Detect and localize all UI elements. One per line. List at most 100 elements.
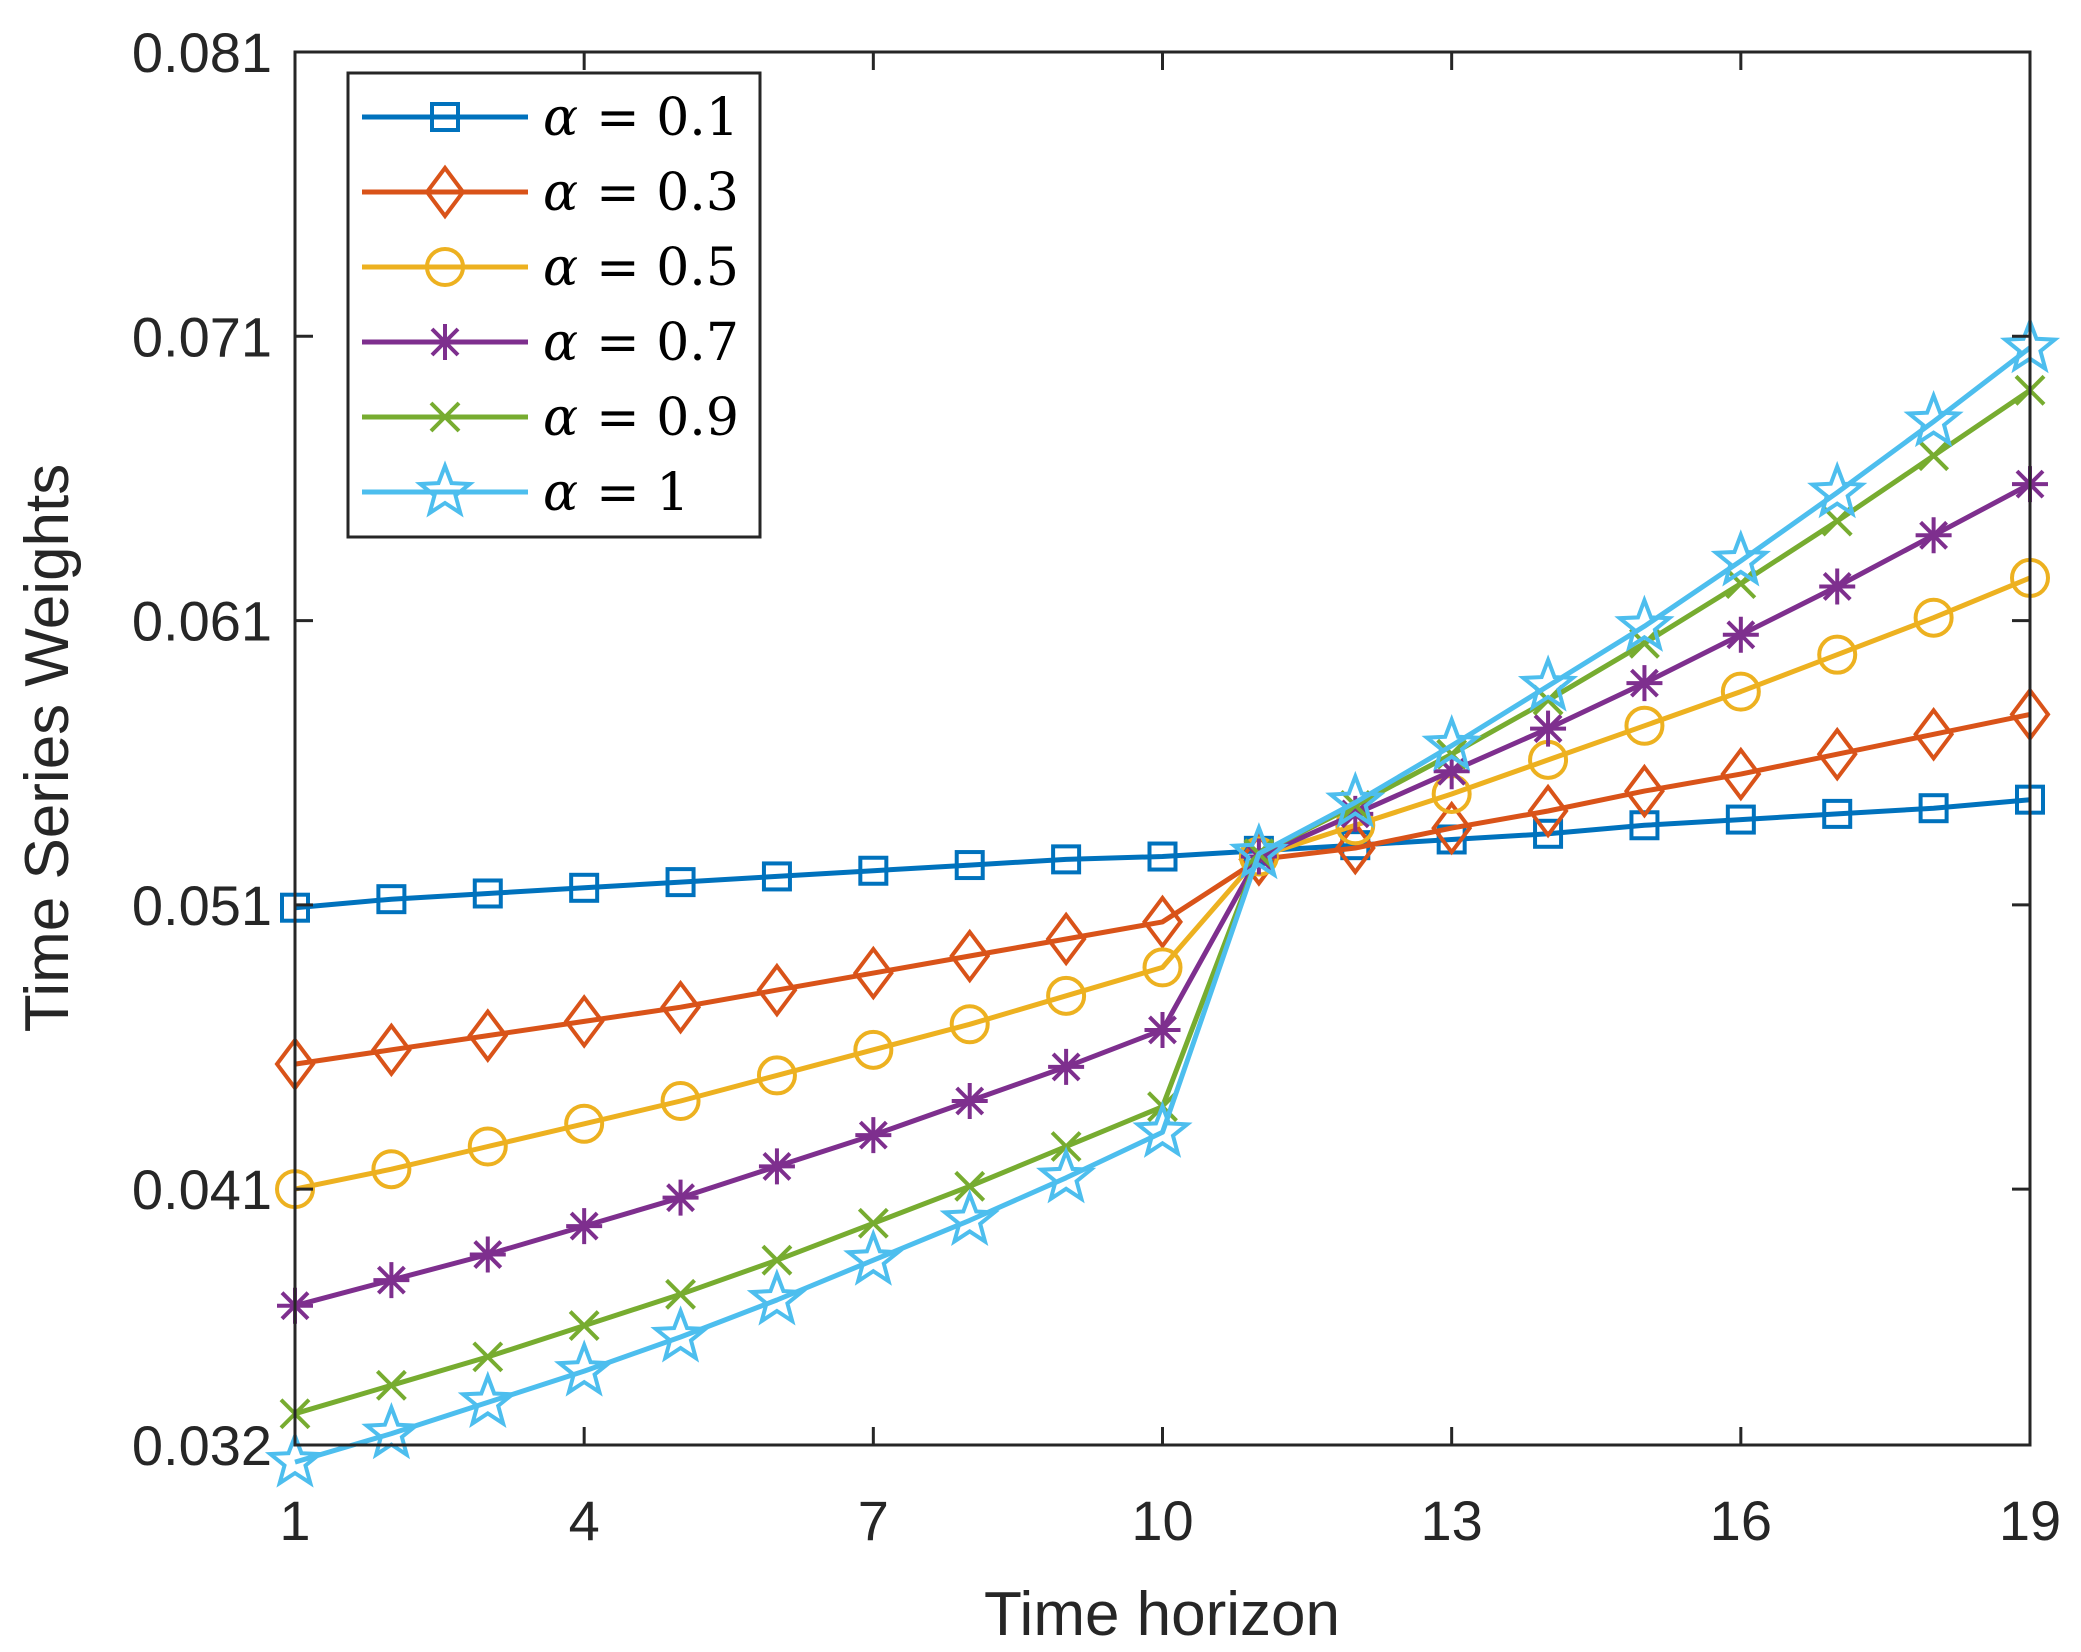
legend-entry: α = 0.3 [362, 163, 739, 223]
legend-value: = 0.3 [596, 163, 739, 223]
y-tick-label: 0.061 [132, 590, 272, 653]
data-point-marker [1142, 894, 1183, 950]
y-tick-label: 0.071 [132, 305, 272, 368]
data-point-marker [1048, 1048, 1085, 1085]
data-point-marker [852, 945, 894, 1001]
data-point-marker [554, 1339, 615, 1397]
series-line [294, 797, 2031, 911]
legend-symbol: α [543, 463, 578, 523]
data-point-marker [1903, 389, 1964, 448]
data-point-marker [853, 1029, 894, 1070]
data-point-marker [857, 1207, 889, 1239]
x-tick-label: 16 [1710, 1489, 1772, 1552]
x-axis: 1 4 7 10 13 16 19 [279, 52, 2061, 1552]
data-point-marker [1720, 746, 1762, 802]
data-point-marker [1725, 804, 1756, 835]
legend-symbol: α [543, 163, 578, 223]
legend-marker [429, 401, 461, 433]
data-point-marker [1142, 947, 1183, 988]
x-axis-title: Time horizon [984, 1580, 1340, 1649]
legend-label: α = 0.9 [543, 388, 739, 448]
data-point-marker [1807, 460, 1868, 519]
x-tick-label: 10 [1131, 1489, 1193, 1552]
x-tick-label: 1 [279, 1489, 310, 1552]
data-point-marker [1533, 818, 1564, 849]
data-point-marker [1913, 597, 1954, 638]
data-point-marker [1517, 654, 1579, 712]
data-point-marker [756, 962, 798, 1018]
data-point-marker [569, 872, 600, 903]
legend-entry: α = 0.1 [362, 88, 739, 148]
data-point-marker [376, 884, 407, 915]
y-tick-label: 0.032 [132, 1414, 272, 1477]
legend-symbol: α [543, 313, 578, 373]
data-point-marker [1614, 594, 1675, 652]
legend-symbol: α [543, 88, 578, 148]
series-layer [264, 316, 2061, 1488]
data-point-marker [843, 1228, 904, 1286]
y-tick-label: 0.041 [132, 1158, 272, 1221]
data-point-marker [1918, 440, 1950, 472]
series-line [294, 575, 2031, 1192]
series-2 [274, 687, 2051, 1092]
legend-marker [424, 164, 466, 220]
legend-marker [430, 102, 460, 132]
legend-marker [427, 324, 463, 360]
x-tick-label: 13 [1421, 1489, 1483, 1552]
data-point-marker [469, 1236, 506, 1273]
legend-label: α = 1 [543, 463, 689, 523]
data-point-marker [1819, 568, 1856, 605]
legend-marker [425, 247, 465, 287]
series-line [294, 711, 2031, 1067]
data-point-marker [1431, 800, 1473, 856]
data-point-marker [373, 1262, 410, 1299]
data-point-marker [371, 1149, 412, 1190]
data-point-marker [1915, 517, 1952, 554]
data-point-marker [1228, 822, 1289, 880]
series-3 [275, 557, 2050, 1210]
data-point-marker [1822, 798, 1853, 829]
data-point-marker [665, 1278, 696, 1310]
data-point-marker [758, 1148, 795, 1185]
legend-value: = 0.7 [596, 313, 739, 373]
data-point-marker [375, 1369, 407, 1401]
data-point-marker [660, 1081, 701, 1122]
y-axis-title: Time Series Weights [13, 464, 82, 1033]
legend-value: = 0.5 [596, 238, 739, 298]
data-point-marker [1624, 705, 1665, 746]
data-point-marker [650, 1305, 711, 1363]
data-point-marker [1817, 634, 1858, 675]
legend: α = 0.1 α = 0.3 α = 0.5 α = 0.7 α = 0.9 α = 1 [346, 71, 762, 539]
data-point-marker [1045, 911, 1087, 967]
data-point-marker [1720, 671, 1761, 712]
data-point-marker [1722, 616, 1759, 653]
data-point-marker [761, 861, 792, 892]
data-point-marker [457, 1370, 518, 1428]
x-tick-label: 7 [858, 1489, 889, 1552]
data-point-marker [756, 1055, 797, 1096]
data-point-marker [1530, 710, 1567, 747]
legend-entry: α = 0.9 [362, 388, 739, 448]
legend-value: = 0.1 [596, 88, 739, 148]
data-point-marker [1046, 975, 1087, 1016]
data-point-marker [1710, 529, 1771, 587]
data-point-marker [472, 1341, 504, 1373]
data-point-marker [858, 855, 889, 886]
data-point-marker [949, 928, 991, 984]
legend-symbol: α [543, 388, 578, 448]
data-point-marker [566, 1208, 603, 1245]
legend-label: α = 0.3 [543, 163, 739, 223]
data-point-marker [264, 1430, 326, 1488]
y-axis: 0.032 0.041 0.051 0.061 0.071 0.081 [132, 21, 2030, 1477]
data-point-marker [564, 1103, 605, 1144]
data-point-marker [472, 878, 503, 909]
data-point-marker [563, 994, 605, 1049]
data-point-marker [954, 850, 985, 881]
data-point-marker [662, 1179, 699, 1216]
legend-symbol: α [543, 238, 578, 298]
data-point-marker [568, 1310, 600, 1342]
data-point-marker [855, 1117, 892, 1154]
data-point-marker [1626, 665, 1663, 702]
data-point-marker [665, 867, 696, 898]
